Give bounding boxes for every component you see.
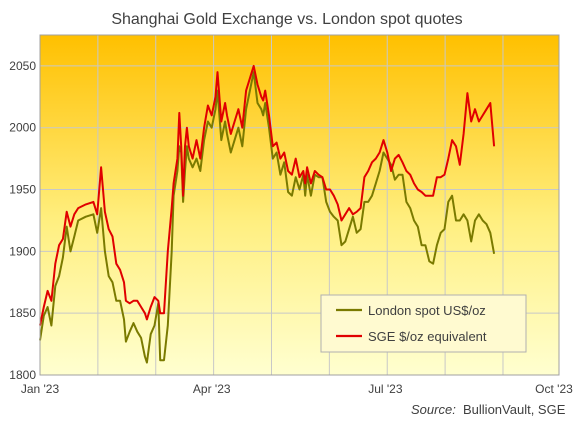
y-tick-label: 1950 xyxy=(9,183,36,197)
legend: London spot US$/oz SGE $/oz equivalent xyxy=(320,294,527,353)
y-tick-label: 1800 xyxy=(9,368,36,382)
legend-label-london: London spot US$/oz xyxy=(368,303,486,318)
x-tick-label: Jul '23 xyxy=(368,382,403,396)
plot-border xyxy=(39,34,560,376)
x-tick-label: Oct '23 xyxy=(535,382,573,396)
chart-title: Shanghai Gold Exchange vs. London spot q… xyxy=(111,11,462,28)
grid xyxy=(39,35,559,376)
series-layer xyxy=(39,64,496,364)
series-line-sge xyxy=(39,64,496,326)
y-tick-label: 1900 xyxy=(9,244,36,258)
series-line-london xyxy=(39,71,496,364)
x-tick-label: Apr '23 xyxy=(193,382,231,396)
y-axis: 1800 1850 1900 1950 2000 2050 xyxy=(9,59,36,382)
x-axis: Jan '23 Apr '23 Jul '23 Oct '23 xyxy=(21,382,573,396)
y-tick-label: 2050 xyxy=(9,59,36,73)
x-tick-label: Jan '23 xyxy=(21,382,60,396)
source-label: Source: xyxy=(411,402,456,417)
y-tick-label: 2000 xyxy=(9,121,36,135)
y-tick-label: 1850 xyxy=(9,306,36,320)
legend-label-sge: SGE $/oz equivalent xyxy=(368,329,487,344)
legend-box xyxy=(320,294,527,353)
source-text: BullionVault, SGE xyxy=(463,402,566,417)
